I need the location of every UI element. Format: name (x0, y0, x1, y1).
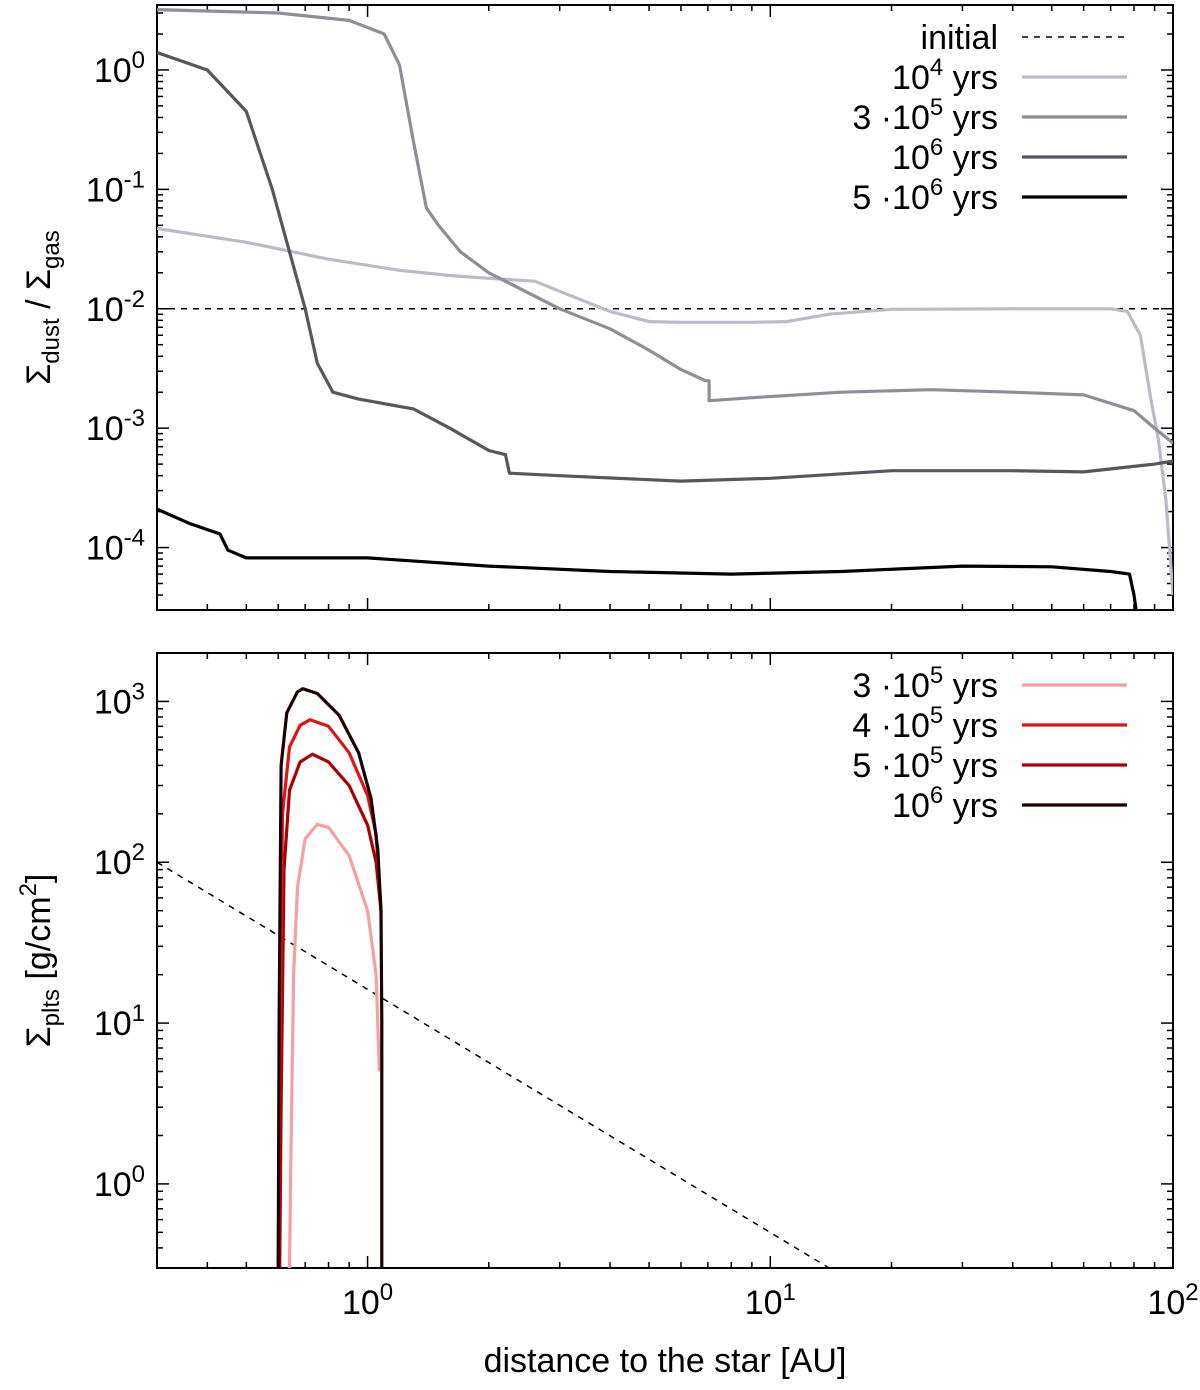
x-tick-label: 100 (342, 1279, 393, 1322)
panel-bottom: 100 101 102 103 100 101 102 distance to the sta… (15, 652, 1199, 1380)
y-tick-label: 100 (94, 47, 145, 90)
y-tick-label: 10-3 (86, 405, 145, 448)
plot-frame (156, 652, 1174, 1269)
y-tick-label: 103 (94, 678, 145, 721)
legend-label: initial (921, 19, 998, 57)
legend-label: 106 yrs (892, 134, 998, 177)
legend-label: 104 yrs (892, 54, 998, 97)
y-tick-label: 10-2 (86, 286, 145, 329)
series-line-1 (157, 226, 1173, 596)
legend-label: 3 ·105 yrs (852, 94, 998, 137)
y-tick-label: 10-1 (86, 166, 145, 209)
series-line-4 (157, 507, 1138, 610)
y-tick-label: 101 (94, 1000, 145, 1043)
series-group (157, 8, 1173, 610)
legend-label: 5 ·106 yrs (852, 174, 998, 217)
y-tick-label: 102 (94, 839, 145, 882)
series-line-2 (278, 752, 383, 1268)
legend-label: 4 ·105 yrs (852, 702, 998, 745)
series-group (157, 687, 830, 1268)
legend-label: 5 ·105 yrs (852, 742, 998, 785)
x-tick-label: 101 (745, 1279, 796, 1322)
y-tick-label: 10-4 (86, 525, 145, 568)
series-line-4 (276, 687, 384, 1268)
y-tick-label: 100 (94, 1161, 145, 1204)
series-line-2 (157, 8, 1173, 445)
legend-label: 106 yrs (892, 782, 998, 825)
x-axis-label: distance to the star [AU] (484, 1342, 847, 1380)
initial-dashed-line (157, 861, 830, 1268)
series-line-3 (157, 50, 1173, 483)
legend-label: 3 ·105 yrs (852, 662, 998, 705)
plot-frame (156, 4, 1174, 611)
y-axis-label: Σdust / Σgas (20, 230, 65, 384)
series-line-1 (287, 822, 381, 1268)
y-axis-label: Σplts [g/cm2] (15, 874, 65, 1048)
x-tick-label: 102 (1147, 1279, 1198, 1322)
